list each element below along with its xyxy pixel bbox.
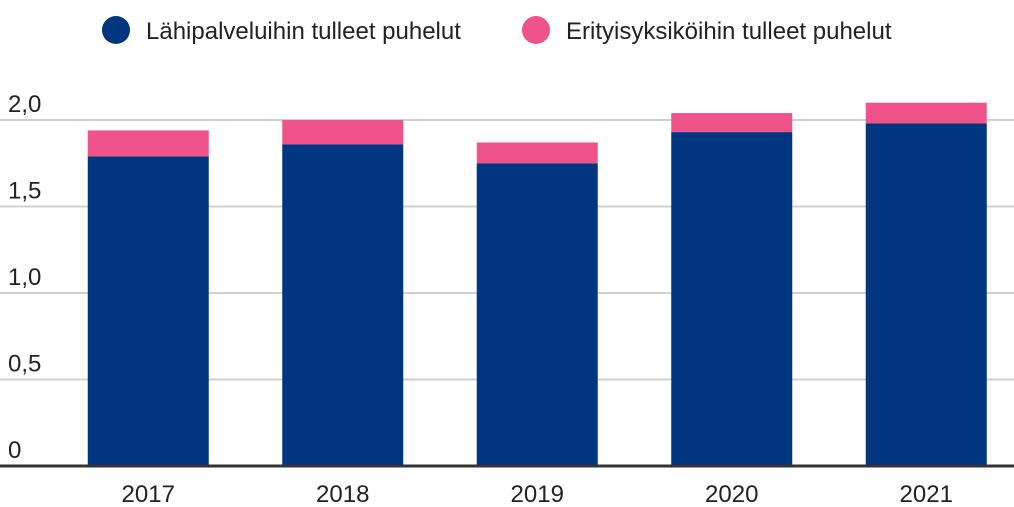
bar-segment: [671, 113, 793, 133]
bar-segment: [671, 132, 793, 467]
y-tick-label: 2,0: [8, 91, 41, 118]
legend-label: Lähipalveluihin tulleet puhelut: [146, 18, 461, 45]
bar-segment: [476, 163, 598, 466]
y-tick-label: 0: [8, 437, 21, 464]
legend-swatch: [102, 16, 130, 44]
y-tick-label: 1,0: [8, 264, 41, 291]
bar-segment: [476, 142, 598, 164]
x-tick-label: 2019: [511, 481, 564, 507]
bar-segment: [865, 123, 987, 467]
x-tick-label: 2018: [316, 481, 369, 507]
y-tick-label: 0,5: [8, 351, 41, 378]
legend-swatch: [522, 16, 550, 44]
bar-segment: [87, 130, 209, 157]
x-tick-label: 2017: [122, 481, 175, 507]
bar-segment: [282, 144, 404, 466]
bar-segment: [87, 156, 209, 466]
x-tick-label: 2020: [705, 481, 758, 507]
legend-label: Erityisyksiköihin tulleet puhelut: [566, 18, 892, 45]
x-tick-label: 2021: [900, 481, 953, 507]
y-tick-label: 1,5: [8, 178, 41, 205]
bar-segment: [865, 102, 987, 124]
bar-segment: [282, 120, 404, 145]
